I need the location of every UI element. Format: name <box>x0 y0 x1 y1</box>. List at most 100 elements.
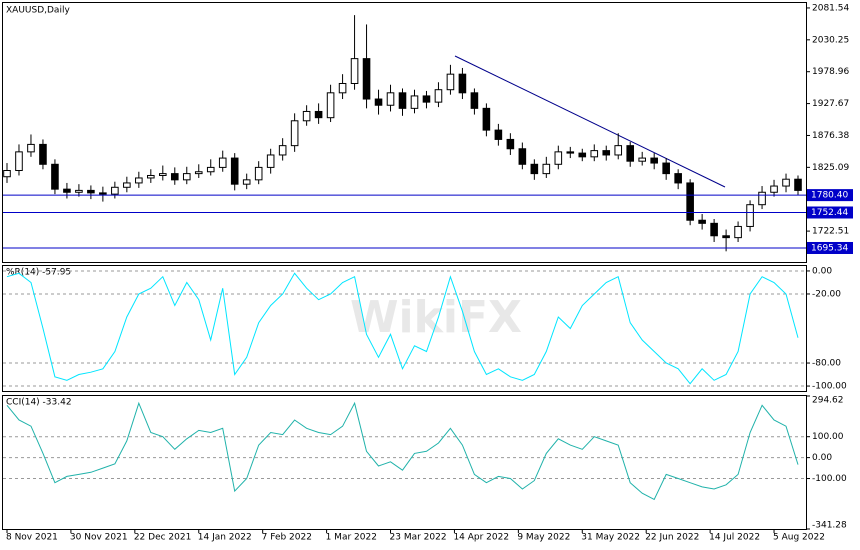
x-tick-label: 14 Jan 2022 <box>198 533 252 543</box>
candle-body <box>87 189 95 194</box>
y-tick-label: 1927.67 <box>812 99 849 109</box>
x-tick-label: 22 Dec 2021 <box>134 533 192 543</box>
candle-body <box>218 157 227 168</box>
y-tick-label: -20.00 <box>812 289 841 299</box>
x-tick-label: 22 Jun 2022 <box>645 533 699 543</box>
y-tick-label: 1722.51 <box>812 227 849 237</box>
candle-body <box>230 157 239 185</box>
candle-body <box>135 177 143 184</box>
level-label: 1695.34 <box>811 243 848 253</box>
candle-body <box>602 150 611 156</box>
candle-body <box>302 110 311 122</box>
x-tick-label: 30 Nov 2021 <box>70 533 128 543</box>
candle-body <box>494 129 503 140</box>
candle-body <box>722 235 730 239</box>
candle-body <box>662 162 670 175</box>
y-tick-label: 0.00 <box>812 453 832 463</box>
candle-body <box>506 138 515 150</box>
x-tick-label: 23 Mar 2022 <box>390 533 447 543</box>
candle-body <box>614 145 623 156</box>
candle-body <box>15 151 23 172</box>
indicator-line <box>6 272 799 385</box>
candle-body <box>758 191 766 206</box>
candle-body <box>530 163 539 175</box>
y-tick-label: -100.00 <box>812 474 847 484</box>
level-label-box <box>807 189 853 202</box>
wpr-panel <box>2 265 807 392</box>
candle-body <box>314 110 323 119</box>
cci-panel <box>2 395 807 530</box>
candle-body <box>51 163 59 190</box>
candle-body <box>554 151 563 165</box>
y-tick-label: 1978.96 <box>812 67 849 77</box>
candle-body <box>170 173 179 181</box>
candle-body <box>290 120 299 147</box>
level-label-box <box>807 241 853 254</box>
candle-body <box>159 173 167 176</box>
candle-body <box>782 178 790 187</box>
candle-body <box>27 143 35 153</box>
candle-body <box>482 107 491 131</box>
candle-body <box>3 170 11 178</box>
candle-body <box>794 178 802 191</box>
candle-body <box>734 225 742 239</box>
candle-body <box>686 182 694 221</box>
y-tick-label: 2030.25 <box>812 35 849 45</box>
indicator-title: %R(14) -57.95 <box>6 268 71 278</box>
candle-body <box>458 73 467 94</box>
candle-body <box>39 143 47 165</box>
candle-body <box>147 174 155 179</box>
candle-body <box>278 145 287 156</box>
candle-body <box>566 151 575 154</box>
candle-body <box>398 92 407 109</box>
candle-body <box>63 188 71 193</box>
x-tick-label: 8 Nov 2021 <box>6 533 58 543</box>
candle-body <box>386 92 395 106</box>
candle-body <box>710 222 718 237</box>
watermark: WikiFX <box>350 292 522 343</box>
chart-title: XAUUSD,Daily <box>6 6 70 16</box>
candle-body <box>434 89 443 103</box>
candle-body <box>746 204 754 227</box>
level-label: 1752.44 <box>811 208 848 218</box>
candle-body <box>770 185 778 193</box>
y-tick-label: 1825.09 <box>812 163 849 173</box>
candle-body <box>75 189 83 193</box>
y-tick-label: 1876.38 <box>812 131 849 141</box>
candle-body <box>590 150 599 158</box>
x-tick-label: 7 Feb 2022 <box>262 533 312 543</box>
candle-body <box>266 154 275 168</box>
indicator-title: CCI(14) -33.42 <box>6 398 72 408</box>
y-tick-label: -100.00 <box>812 382 847 392</box>
x-tick-label: 5 Aug 2022 <box>773 533 825 543</box>
candle-body <box>123 182 131 188</box>
level-label: 1780.40 <box>811 191 848 201</box>
candle-body <box>362 58 371 100</box>
candle-body <box>698 219 706 224</box>
candle-body <box>446 73 455 91</box>
y-tick-label: -80.00 <box>812 359 841 369</box>
candle-body <box>626 145 635 162</box>
trend-line <box>454 55 726 188</box>
price-panel <box>2 2 807 263</box>
candle-body <box>326 92 335 119</box>
y-tick-label: 100.00 <box>812 432 844 442</box>
candle-body <box>518 148 527 165</box>
candle-body <box>650 157 658 164</box>
x-tick-label: 1 Mar 2022 <box>326 533 377 543</box>
x-tick-label: 31 May 2022 <box>581 533 640 543</box>
candle-body <box>674 173 682 184</box>
candle-body <box>111 186 119 195</box>
candle-body <box>422 95 431 103</box>
candle-body <box>638 157 646 162</box>
candle-body <box>350 58 359 84</box>
y-tick-label: -341.28 <box>812 521 847 531</box>
candle-body <box>242 179 251 185</box>
candle-body <box>470 92 479 109</box>
y-tick-label: 0.00 <box>812 266 832 276</box>
candle-body <box>542 163 551 175</box>
x-tick-label: 9 May 2022 <box>517 533 570 543</box>
watermark-layer: WikiFX <box>350 292 522 343</box>
candle-body <box>578 152 587 158</box>
